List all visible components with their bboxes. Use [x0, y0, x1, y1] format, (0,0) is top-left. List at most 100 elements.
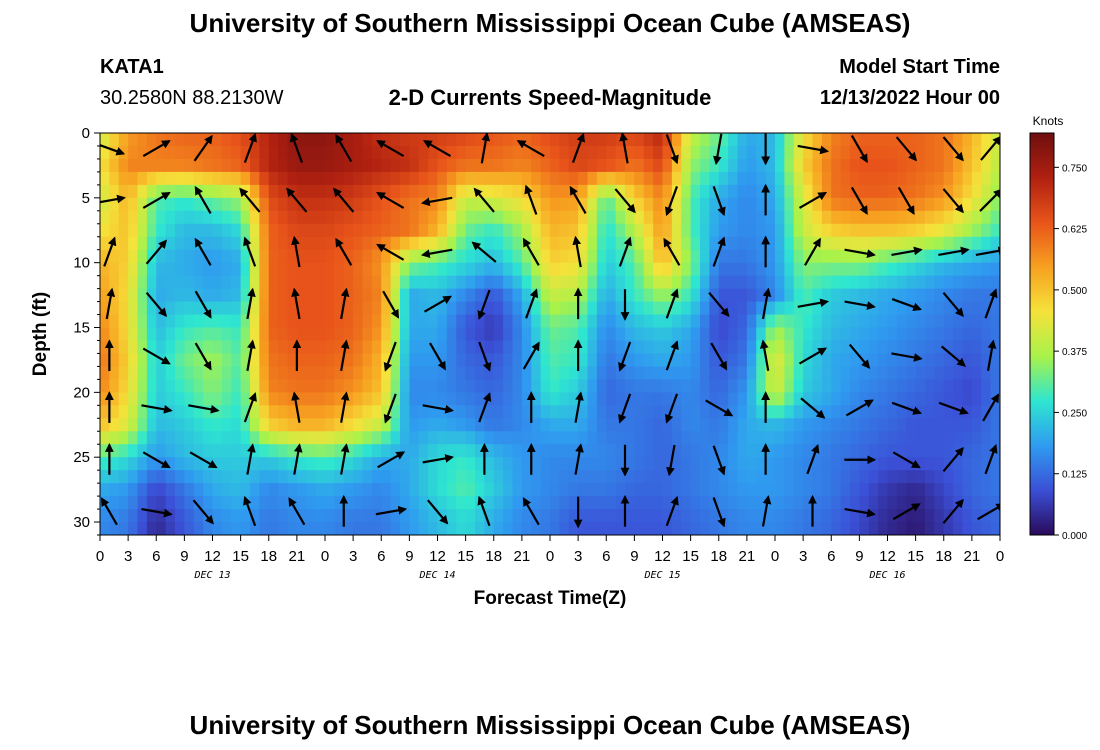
heatmap-cell — [418, 210, 429, 225]
heatmap-cell — [887, 197, 898, 212]
heatmap-cell — [381, 171, 392, 186]
heatmap-cell — [231, 314, 242, 329]
heatmap-cell — [625, 405, 635, 419]
heatmap-cell — [446, 405, 457, 419]
heatmap-cell — [700, 301, 710, 316]
heatmap-cell — [250, 145, 260, 160]
heatmap-cell — [109, 262, 120, 277]
heatmap-cell — [175, 133, 185, 147]
heatmap-cell — [250, 483, 260, 497]
heatmap-cell — [118, 301, 129, 316]
heatmap-cell — [812, 133, 823, 147]
heatmap-cell — [962, 249, 973, 264]
heatmap-cell — [475, 288, 485, 303]
heatmap-cell — [587, 145, 598, 160]
heatmap-cell — [550, 405, 560, 419]
heatmap-cell — [390, 340, 401, 355]
heatmap-cell — [306, 133, 317, 147]
heatmap-cell — [821, 366, 832, 380]
heatmap-cell — [962, 210, 973, 225]
current-vector — [422, 454, 455, 464]
heatmap-cell — [390, 184, 401, 199]
heatmap-cell — [606, 158, 617, 173]
heatmap-cell — [784, 197, 795, 212]
heatmap-cell — [371, 418, 382, 432]
heatmap-cell — [503, 431, 514, 445]
heatmap-cell — [765, 470, 776, 484]
heatmap-cell — [690, 145, 701, 160]
heatmap-cell — [925, 314, 935, 329]
heatmap-cell — [971, 145, 982, 160]
heatmap-cell — [259, 327, 270, 342]
current-vector — [377, 451, 406, 469]
current-vector — [761, 495, 772, 527]
heatmap-cell — [362, 418, 373, 432]
heatmap-cell — [906, 405, 917, 419]
heatmap-cell — [728, 288, 739, 303]
current-vector — [246, 339, 256, 372]
heatmap-cell — [550, 223, 560, 238]
heatmap-cell — [512, 340, 523, 355]
heatmap-cell — [306, 288, 317, 303]
current-vector — [938, 246, 970, 256]
colorbar-tick-label: 0.250 — [1062, 408, 1087, 419]
heatmap-cell — [325, 301, 335, 316]
heatmap-cell — [550, 171, 560, 186]
current-vector — [194, 237, 212, 266]
heatmap-cell — [728, 457, 739, 471]
heatmap-cell — [118, 392, 129, 406]
heatmap-cell — [962, 366, 973, 380]
heatmap-cell — [981, 405, 992, 419]
x-tick-label: 21 — [964, 548, 981, 565]
heatmap-cell — [250, 496, 260, 510]
heatmap-cell — [587, 288, 598, 303]
heatmap-cell — [887, 210, 898, 225]
heatmap-cell — [428, 496, 439, 510]
heatmap-cell — [137, 392, 148, 406]
heatmap-cell — [231, 249, 242, 264]
heatmap-cell — [634, 158, 645, 173]
heatmap-cell — [559, 431, 570, 445]
heatmap-cell — [353, 379, 364, 393]
heatmap-cell — [371, 353, 382, 368]
heatmap-cell — [306, 223, 317, 238]
heatmap-cell — [578, 457, 589, 471]
heatmap-cell — [268, 197, 279, 212]
heatmap-cell — [465, 171, 476, 186]
heatmap-cell — [962, 483, 973, 497]
heatmap-cell — [793, 275, 804, 290]
heatmap-cell — [540, 366, 551, 380]
heatmap-cell — [878, 366, 889, 380]
heatmap-cell — [268, 444, 279, 458]
heatmap-cell — [437, 418, 448, 432]
heatmap-cell — [625, 145, 635, 160]
heatmap-cell — [137, 470, 148, 484]
current-vector — [942, 446, 964, 472]
heatmap-cell — [925, 171, 935, 186]
heatmap-cell — [128, 457, 139, 471]
heatmap-cell — [231, 275, 242, 290]
heatmap-cell — [896, 133, 907, 147]
heatmap-cell — [906, 418, 917, 432]
heatmap-cell — [390, 210, 401, 225]
heatmap-cell — [971, 133, 982, 147]
heatmap-cell — [643, 301, 654, 316]
heatmap-cell — [400, 444, 410, 458]
x-tick-label: 12 — [429, 548, 446, 565]
heatmap-cell — [578, 418, 589, 432]
heatmap-cell — [175, 145, 185, 160]
heatmap-cell — [109, 366, 120, 380]
heatmap-cell — [184, 133, 195, 147]
heatmap-cell — [606, 262, 617, 277]
heatmap-cell — [325, 158, 335, 173]
heatmap-cell — [906, 133, 917, 147]
current-vector — [574, 443, 584, 475]
heatmap-cell — [700, 133, 710, 147]
heatmap-cell — [503, 275, 514, 290]
heatmap-cell — [690, 392, 701, 406]
heatmap-cell — [165, 483, 176, 497]
heatmap-cell — [137, 210, 148, 225]
heatmap-cell — [137, 158, 148, 173]
heatmap-cell — [221, 301, 232, 316]
heatmap-cell — [137, 444, 148, 458]
